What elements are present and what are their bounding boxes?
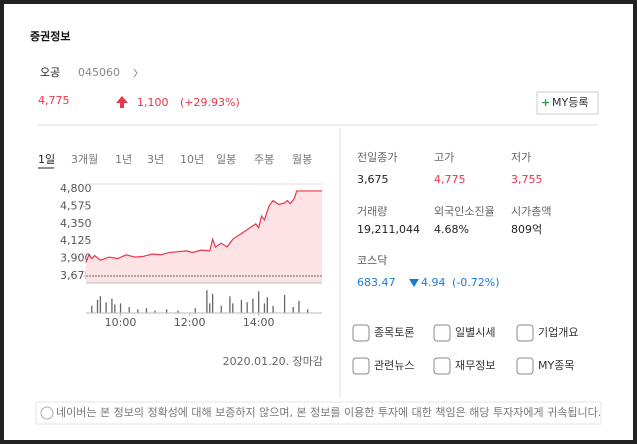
index-change: 4.94 (421, 276, 446, 289)
info-icon (40, 406, 54, 420)
y-tick-label: 4,125 (60, 234, 92, 247)
change-rate: (+29.93%) (180, 96, 240, 109)
stock-name[interactable]: 오공 (40, 66, 60, 79)
up-arrow (116, 96, 128, 108)
link-icon (433, 357, 451, 375)
footer-note: 네이버는 본 정보의 정확성에 대해 보증하지 않으며, 본 정보를 이용한 투… (56, 405, 601, 419)
link-icon (516, 357, 534, 375)
stat-value: 3,755 (511, 173, 543, 186)
timestamp: 2020.01.20. 장마감 (223, 355, 323, 368)
my-button[interactable] (536, 91, 599, 115)
x-tick-label: 14:00 (243, 316, 275, 329)
tab[interactable]: 1년 (115, 153, 132, 166)
tab[interactable]: 3개월 (71, 153, 98, 166)
y-tick-label: 3,900 (60, 252, 92, 265)
index-name: 코스닥 (357, 254, 387, 267)
index-change-rate: (-0.72%) (452, 276, 500, 289)
link-icon (352, 357, 370, 375)
stat-label: 시가총액 (511, 205, 551, 218)
stat-value: 19,211,044 (357, 223, 420, 236)
stat-label: 거래량 (357, 205, 387, 218)
stat-label: 외국인소진율 (434, 205, 495, 218)
link[interactable]: 관련뉴스 (374, 359, 414, 372)
price: 4,775 (38, 94, 70, 107)
down-arrow (409, 279, 419, 287)
y-tick-label: 4,575 (60, 199, 92, 212)
x-tick-label: 12:00 (174, 316, 206, 329)
plus-icon: + (541, 96, 550, 109)
link[interactable]: 기업개요 (538, 326, 578, 339)
stat-value: 4,775 (434, 173, 466, 186)
change: 1,100 (137, 96, 169, 109)
link[interactable]: MY종목 (538, 359, 574, 372)
tab[interactable]: 월봉 (292, 153, 312, 166)
y-tick-label: 4,800 (60, 182, 92, 195)
link[interactable]: 재무정보 (455, 359, 495, 372)
my-button-label: MY등록 (552, 96, 588, 109)
y-tick-label: 4,350 (60, 217, 92, 230)
stat-value: 4.68% (434, 223, 469, 236)
tab[interactable]: 일봉 (216, 152, 236, 166)
x-tick-label: 10:00 (105, 316, 137, 329)
link[interactable]: 종목토론 (374, 326, 414, 339)
stat-label: 고가 (434, 151, 454, 164)
link-icon (433, 324, 451, 342)
tab[interactable]: 주봉 (254, 153, 274, 166)
link-icon (516, 324, 534, 342)
title: 증권정보 (30, 29, 70, 43)
tab[interactable]: 1일 (38, 152, 55, 166)
stat-value: 3,675 (357, 173, 389, 186)
tab[interactable]: 3년 (147, 153, 164, 166)
tab[interactable]: 10년 (180, 153, 204, 166)
index-value: 683.47 (357, 276, 396, 289)
footer-box (35, 401, 602, 425)
price-line (85, 190, 322, 263)
stock-code[interactable]: 045060 (78, 66, 120, 79)
area (86, 190, 322, 283)
stat-value: 809억 (511, 223, 542, 236)
chevron (133, 68, 138, 78)
link-icon (352, 324, 370, 342)
stat-label: 전일종가 (357, 150, 397, 164)
y-tick-label: 3,675 (60, 269, 92, 282)
link[interactable]: 일별시세 (455, 325, 495, 339)
stat-label: 저가 (511, 151, 531, 164)
